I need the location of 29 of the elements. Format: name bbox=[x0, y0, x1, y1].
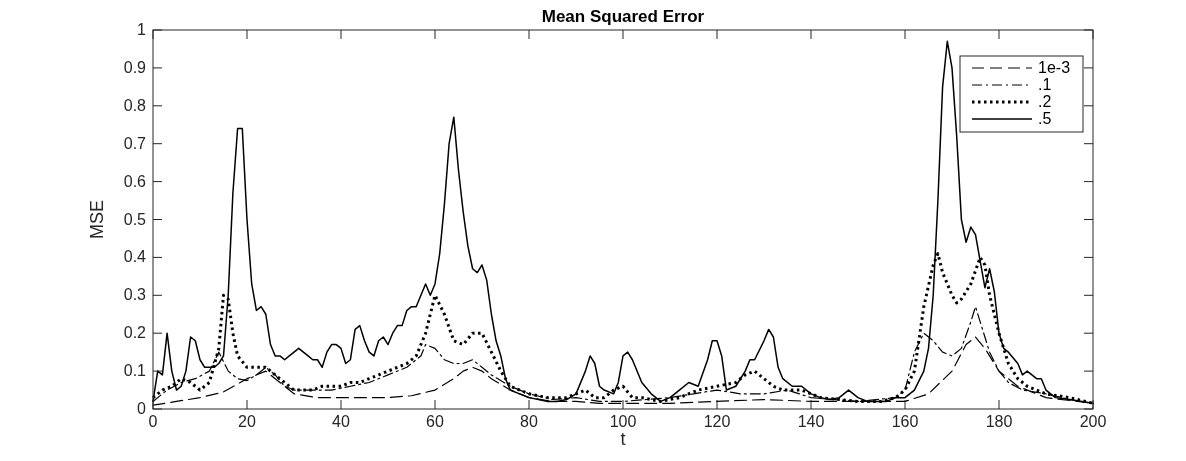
x-tick-label: 160 bbox=[891, 413, 919, 430]
y-tick-label: 0.2 bbox=[123, 324, 147, 342]
y-tick-label: 0.6 bbox=[123, 172, 147, 190]
x-tick-label: 120 bbox=[703, 413, 731, 430]
x-tick-label: 200 bbox=[1079, 413, 1107, 430]
chart-title: Mean Squared Error bbox=[541, 7, 705, 26]
x-tick-label: 140 bbox=[797, 413, 825, 430]
y-axis-title: MSE bbox=[87, 199, 107, 240]
legend-label: .5 bbox=[1038, 110, 1052, 127]
y-tick-label: 0.3 bbox=[123, 286, 147, 304]
y-tick-label: 0.4 bbox=[123, 248, 147, 266]
x-tick-label: 180 bbox=[985, 413, 1013, 430]
x-axis-title: t bbox=[620, 429, 626, 449]
y-tick-label: 0.5 bbox=[123, 210, 147, 228]
y-tick-label: 0.8 bbox=[123, 96, 147, 114]
y-tick-label: 1 bbox=[137, 21, 147, 38]
y-tick-label: 0.9 bbox=[123, 58, 147, 76]
x-tick-label: 80 bbox=[520, 413, 538, 430]
x-tick-label: 60 bbox=[426, 413, 444, 430]
y-tick-label: 0.1 bbox=[123, 362, 147, 380]
legend-label: 1e-3 bbox=[1038, 59, 1071, 76]
y-tick-label: 0.7 bbox=[123, 134, 147, 152]
y-tick-label: 0 bbox=[137, 400, 147, 417]
x-tick-label: 100 bbox=[609, 413, 637, 430]
legend-label: .1 bbox=[1038, 76, 1052, 93]
legend-label: .2 bbox=[1038, 93, 1052, 110]
x-tick-label: 40 bbox=[332, 413, 350, 430]
x-tick-label: 20 bbox=[238, 413, 256, 430]
x-tick-label: 0 bbox=[148, 413, 158, 430]
